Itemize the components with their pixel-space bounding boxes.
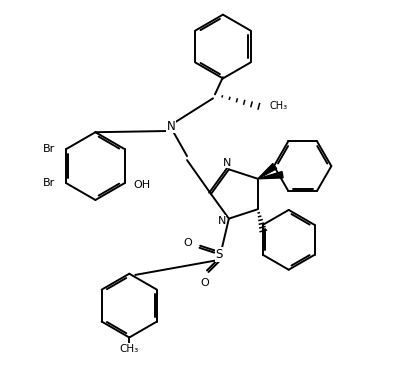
Text: O: O	[200, 278, 209, 288]
Text: S: S	[215, 248, 222, 261]
Text: Br: Br	[43, 144, 55, 154]
Polygon shape	[257, 171, 282, 179]
Text: N: N	[222, 158, 231, 168]
Text: OH: OH	[133, 180, 150, 190]
Text: Br: Br	[43, 178, 55, 188]
Text: O: O	[183, 237, 192, 248]
Text: CH₃: CH₃	[269, 101, 288, 111]
Text: CH₃: CH₃	[119, 344, 139, 353]
Text: N: N	[166, 120, 175, 133]
Text: N: N	[217, 216, 225, 226]
Polygon shape	[257, 164, 276, 179]
